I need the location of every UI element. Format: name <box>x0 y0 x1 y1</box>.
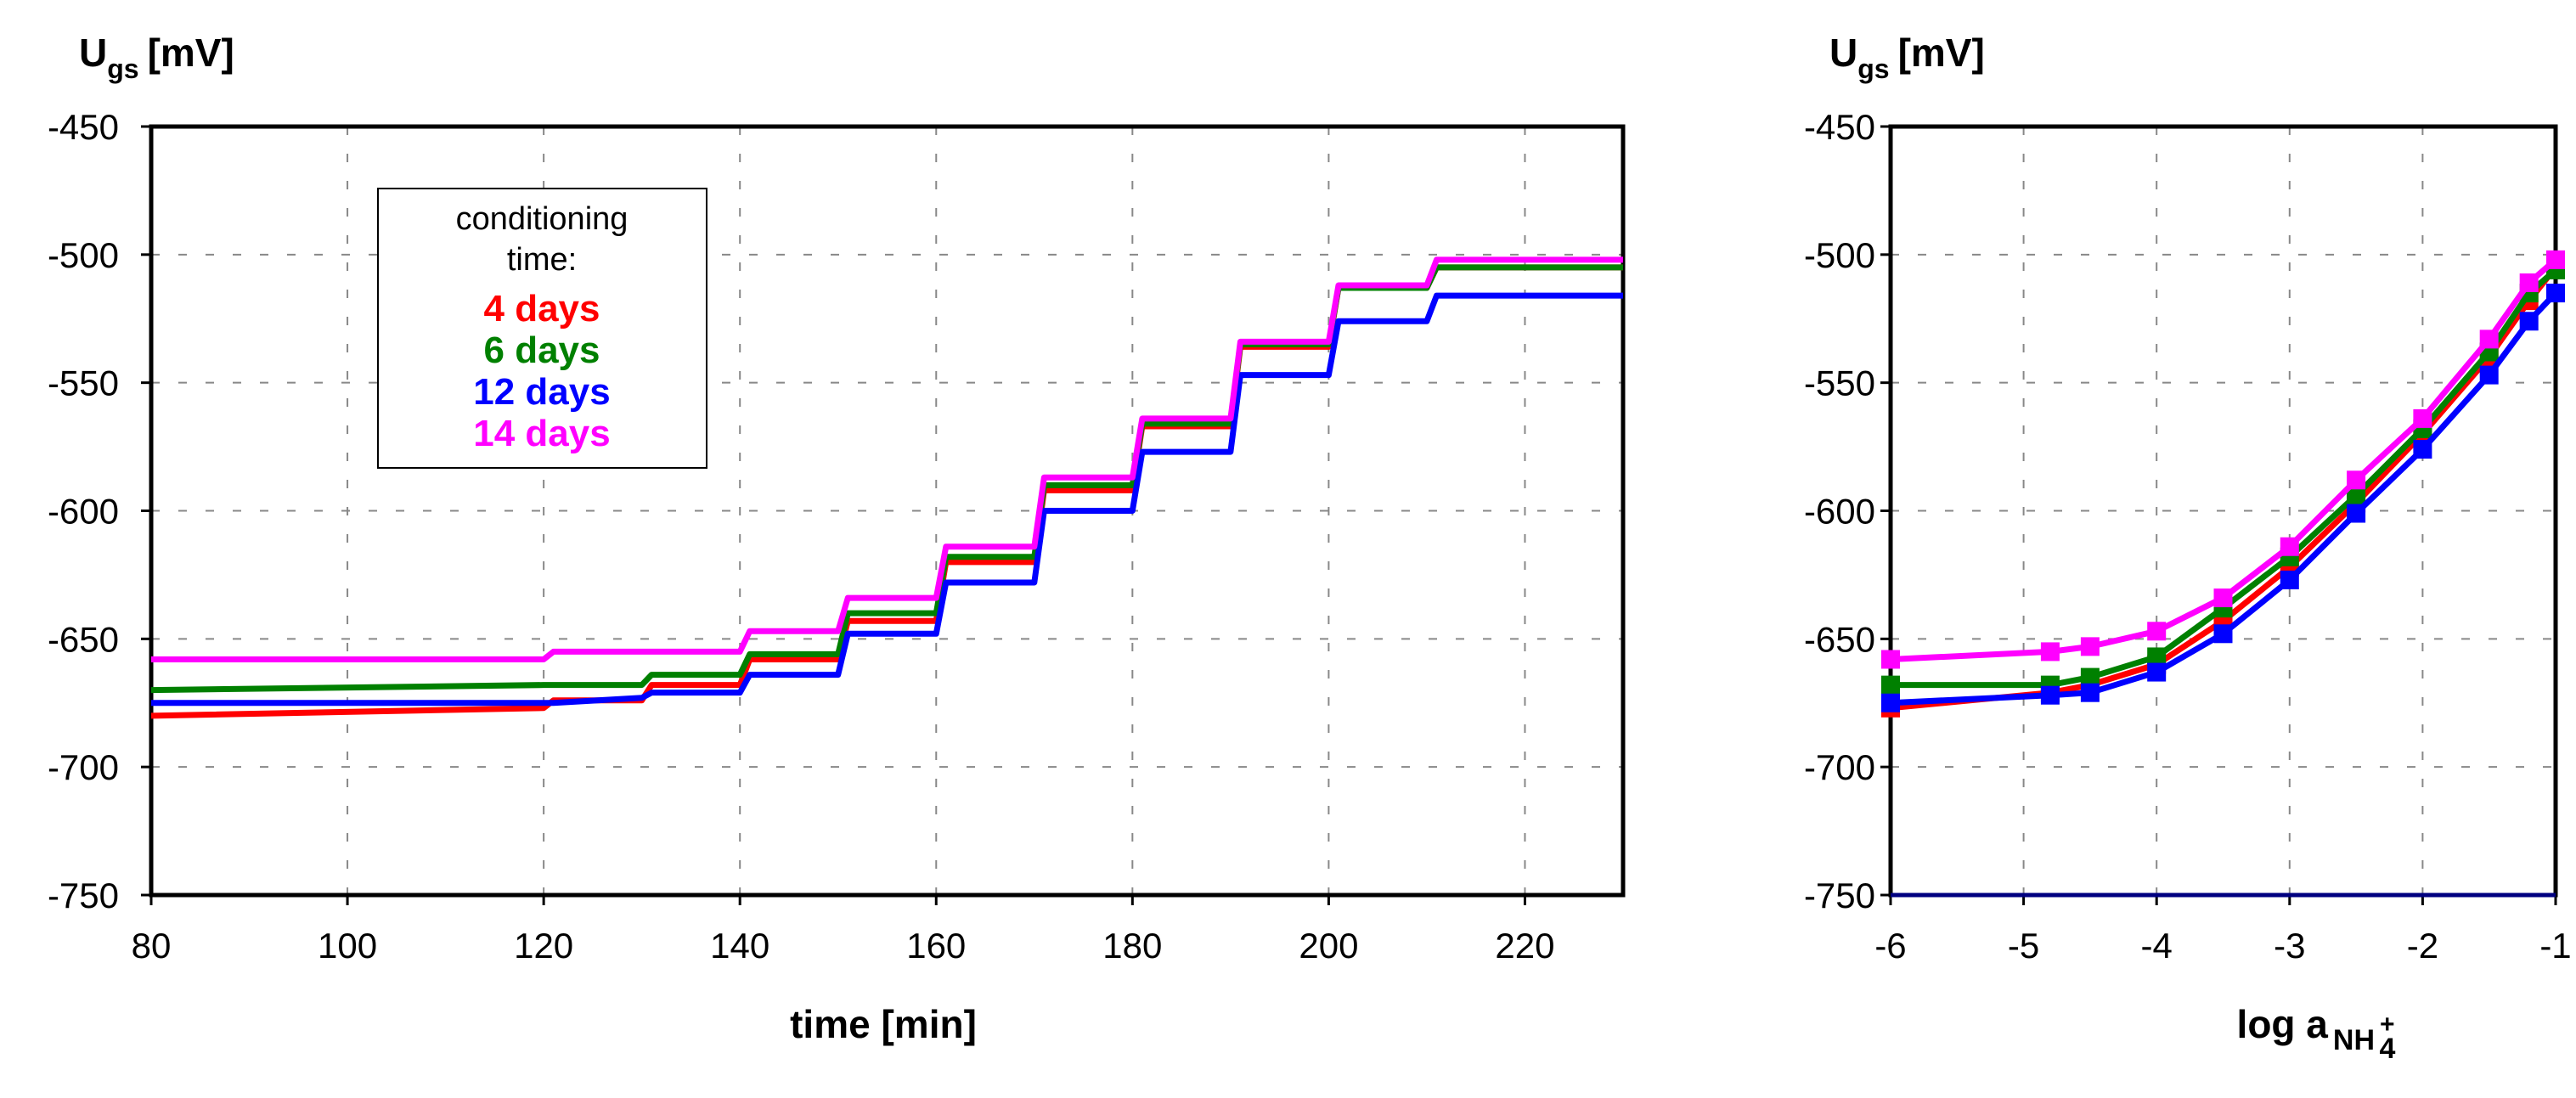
x-label-main: log a <box>2237 1002 2329 1046</box>
data-point <box>2347 504 2366 523</box>
y-axis-label: Ugs [mV] <box>79 31 234 84</box>
data-point <box>2413 440 2432 459</box>
x-axis-label: time [min] <box>790 1002 977 1046</box>
data-point <box>2519 273 2539 293</box>
x-label-main: time [min] <box>790 1002 977 1046</box>
x-tick-label: 120 <box>514 926 573 966</box>
y-tick-label: -600 <box>1804 492 1875 532</box>
x-tick-label: -2 <box>2407 926 2438 966</box>
y-label-unit: [mV] <box>148 31 234 75</box>
y-label-sub: gs <box>1857 53 1889 84</box>
data-point <box>1881 650 1900 669</box>
data-point <box>2519 312 2539 331</box>
y-tick-label: -550 <box>48 363 119 403</box>
data-point <box>2213 588 2233 608</box>
y-tick-label: -500 <box>48 235 119 275</box>
x-tick-label: 180 <box>1102 926 1162 966</box>
data-point <box>2080 683 2100 702</box>
data-point <box>2280 537 2299 556</box>
series-line <box>150 264 1623 694</box>
data-point <box>2147 647 2167 667</box>
y-tick-label: -450 <box>1804 107 1875 147</box>
y-tick-label: -650 <box>48 619 119 659</box>
series-line <box>151 292 1623 707</box>
y-tick-label: -550 <box>1804 363 1875 403</box>
y-tick-label: -750 <box>1804 876 1875 915</box>
data-point <box>2479 329 2499 349</box>
data-point <box>2080 667 2100 687</box>
plot-frame <box>149 124 1626 898</box>
y-tick-label: -600 <box>48 492 119 532</box>
x-tick-label: -6 <box>1874 926 1906 966</box>
y-tick-label: -700 <box>1804 747 1875 787</box>
data-point <box>2347 470 2366 490</box>
y-tick-label: -700 <box>48 747 119 787</box>
x-tick-label: 200 <box>1299 926 1358 966</box>
x-label-sup: + <box>2380 1011 2395 1039</box>
data-point <box>2280 570 2299 589</box>
data-point <box>2213 624 2233 644</box>
y-tick-label: -450 <box>48 107 119 147</box>
data-point <box>2479 365 2499 385</box>
legend-title: conditioning <box>456 201 628 237</box>
x-tick-label: 140 <box>710 926 769 966</box>
legend-entry: 14 days <box>473 413 610 454</box>
data-point <box>2546 250 2565 269</box>
data-point <box>2040 642 2060 662</box>
y-tick-label: -500 <box>1804 235 1875 275</box>
x-axis-label: log a NH +4 <box>2237 1002 2396 1065</box>
legend-box <box>377 188 707 469</box>
legend-title: time: <box>507 242 577 278</box>
data-point <box>2347 486 2366 505</box>
data-point <box>2413 408 2432 428</box>
y-label-main: U <box>1829 31 1857 75</box>
y-label-unit: [mV] <box>1898 31 1985 75</box>
x-tick-label: -4 <box>2141 926 2173 966</box>
legend-entry: 12 days <box>473 371 610 413</box>
x-tick-label: -5 <box>2008 926 2039 966</box>
data-point <box>2147 622 2167 641</box>
x-label-sub2: 4 <box>2380 1033 2396 1065</box>
data-point <box>2546 284 2565 303</box>
y-label-main: U <box>79 31 107 75</box>
x-tick-label: -1 <box>2539 926 2571 966</box>
x-label-sub: NH <box>2333 1024 2375 1056</box>
series-line <box>150 264 1623 719</box>
x-tick-label: 80 <box>132 926 172 966</box>
legend-entry: 4 days <box>484 288 600 329</box>
y-label-sub: gs <box>107 53 138 84</box>
data-point <box>1881 675 1900 695</box>
data-point <box>1881 693 1900 712</box>
x-tick-label: 160 <box>906 926 966 966</box>
x-tick-label: -3 <box>2274 926 2305 966</box>
data-point <box>2147 662 2167 682</box>
data-point <box>2080 637 2100 656</box>
series-line <box>151 256 1623 662</box>
data-point <box>2040 685 2060 705</box>
y-axis-label: Ugs [mV] <box>1829 31 1985 84</box>
x-tick-label: 100 <box>318 926 377 966</box>
x-tick-label: 220 <box>1495 926 1554 966</box>
legend-entry: 6 days <box>484 329 600 371</box>
y-tick-label: -750 <box>48 876 119 915</box>
y-tick-label: -650 <box>1804 619 1875 659</box>
